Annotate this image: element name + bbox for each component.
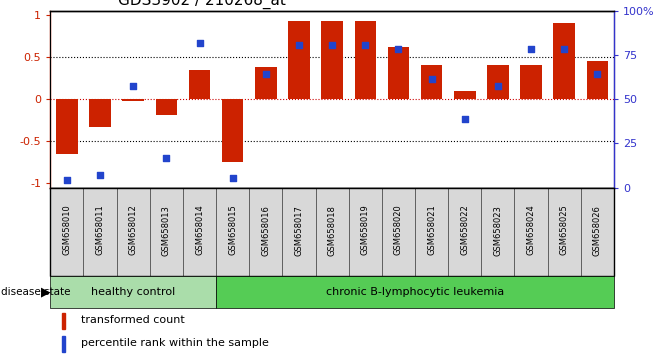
Bar [548, 188, 581, 276]
Bar [122, 99, 144, 101]
Bar [448, 188, 481, 276]
Text: GSM658016: GSM658016 [261, 205, 270, 256]
Text: GSM658018: GSM658018 [327, 205, 337, 256]
Bar [421, 65, 442, 99]
Point [327, 42, 338, 48]
Text: GSM658024: GSM658024 [527, 205, 535, 256]
Text: GSM658025: GSM658025 [560, 205, 569, 256]
Bar [454, 91, 476, 99]
Text: transformed count: transformed count [81, 315, 185, 325]
Bar [481, 188, 515, 276]
Bar [216, 276, 614, 308]
Point [559, 46, 570, 51]
Point [227, 176, 238, 181]
Bar [255, 67, 276, 99]
Point [194, 41, 205, 46]
Bar [183, 188, 216, 276]
Text: ▶: ▶ [41, 286, 50, 298]
Point [525, 46, 536, 51]
Point [294, 42, 305, 48]
Text: GSM658017: GSM658017 [295, 205, 303, 256]
Text: GSM658021: GSM658021 [427, 205, 436, 256]
Bar [289, 21, 310, 99]
Bar [56, 99, 78, 154]
Bar [150, 188, 183, 276]
Text: GSM658022: GSM658022 [460, 205, 469, 256]
Bar [156, 99, 177, 115]
Bar [354, 21, 376, 99]
Point [393, 46, 404, 51]
Bar [62, 336, 65, 352]
Point [592, 71, 603, 77]
Bar [349, 188, 382, 276]
Bar [388, 47, 409, 99]
Text: GSM658015: GSM658015 [228, 205, 237, 256]
Bar [415, 188, 448, 276]
Bar [216, 188, 249, 276]
Bar [586, 61, 608, 99]
Bar [50, 188, 83, 276]
Bar [50, 276, 216, 308]
Bar [117, 188, 150, 276]
Text: chronic B-lymphocytic leukemia: chronic B-lymphocytic leukemia [326, 287, 504, 297]
Text: GSM658013: GSM658013 [162, 205, 171, 256]
Bar [515, 188, 548, 276]
Text: GSM658011: GSM658011 [95, 205, 105, 256]
Bar [62, 313, 65, 329]
Point [260, 71, 271, 77]
Bar [487, 65, 509, 99]
Text: GSM658023: GSM658023 [493, 205, 503, 256]
Bar [321, 21, 343, 99]
Text: GSM658020: GSM658020 [394, 205, 403, 256]
Bar [581, 188, 614, 276]
Bar [282, 188, 315, 276]
Point [161, 155, 172, 161]
Point [62, 177, 72, 183]
Bar [89, 99, 111, 127]
Point [128, 83, 139, 88]
Bar [249, 188, 282, 276]
Text: GSM658026: GSM658026 [593, 205, 602, 256]
Bar [554, 23, 575, 99]
Text: healthy control: healthy control [91, 287, 175, 297]
Bar [189, 70, 210, 99]
Bar [382, 188, 415, 276]
Text: GSM658019: GSM658019 [361, 205, 370, 256]
Point [426, 76, 437, 82]
Text: GSM658014: GSM658014 [195, 205, 204, 256]
Text: percentile rank within the sample: percentile rank within the sample [81, 338, 269, 348]
Point [95, 172, 105, 178]
Text: GSM658010: GSM658010 [62, 205, 71, 256]
Point [360, 42, 370, 48]
Bar [83, 188, 117, 276]
Point [493, 83, 503, 88]
Point [460, 116, 470, 122]
Text: disease state: disease state [1, 287, 70, 297]
Text: GSM658012: GSM658012 [129, 205, 138, 256]
Text: GDS3902 / 210268_at: GDS3902 / 210268_at [118, 0, 286, 9]
Bar [315, 188, 349, 276]
Bar [222, 99, 244, 162]
Bar [520, 65, 542, 99]
